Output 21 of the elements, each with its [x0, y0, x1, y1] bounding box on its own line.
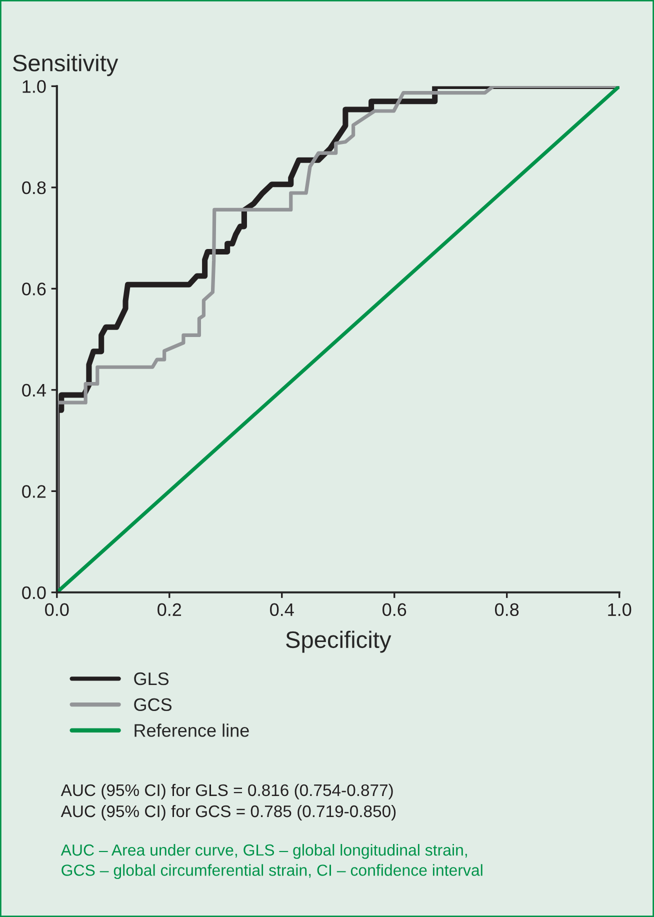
- text: AUC (95% CI) for GLS = 0.816 (0.754-0.877): [60, 784, 393, 800]
- text: AUC (95% CI) for GCS = 0.785 (0.719-0.850): [60, 804, 396, 820]
- y-tick-label: 0.4: [22, 384, 46, 397]
- x-tick-label: 0.2: [158, 603, 182, 616]
- text: AUC – Area under curve, GLS – global longitudinal strain,: [60, 844, 467, 859]
- y-tick-label: 0.6: [22, 282, 46, 296]
- y-axis-title: Sensitivity: [12, 54, 118, 76]
- y-tick-label: 0.8: [22, 181, 46, 194]
- x-axis-title: Specificity: [286, 630, 392, 653]
- x-tick-label: 0.8: [495, 603, 519, 616]
- x-tick-label: 0.6: [382, 603, 406, 616]
- x-tick-label: 0.0: [45, 603, 69, 616]
- y-tick-label: 0.2: [22, 485, 46, 498]
- text: GCS – global circumferential strain, CI – confidence interval: [62, 864, 482, 880]
- x-tick-label: 0.4: [270, 603, 294, 616]
- x-tick-label: 1.0: [608, 603, 632, 616]
- y-tick-label: 0.0: [22, 586, 46, 600]
- legend-label: GCS: [134, 698, 172, 712]
- y-tick-label: 1.0: [22, 80, 46, 93]
- legend-label: GLS: [134, 672, 169, 686]
- legend-label: Reference line: [134, 724, 249, 737]
